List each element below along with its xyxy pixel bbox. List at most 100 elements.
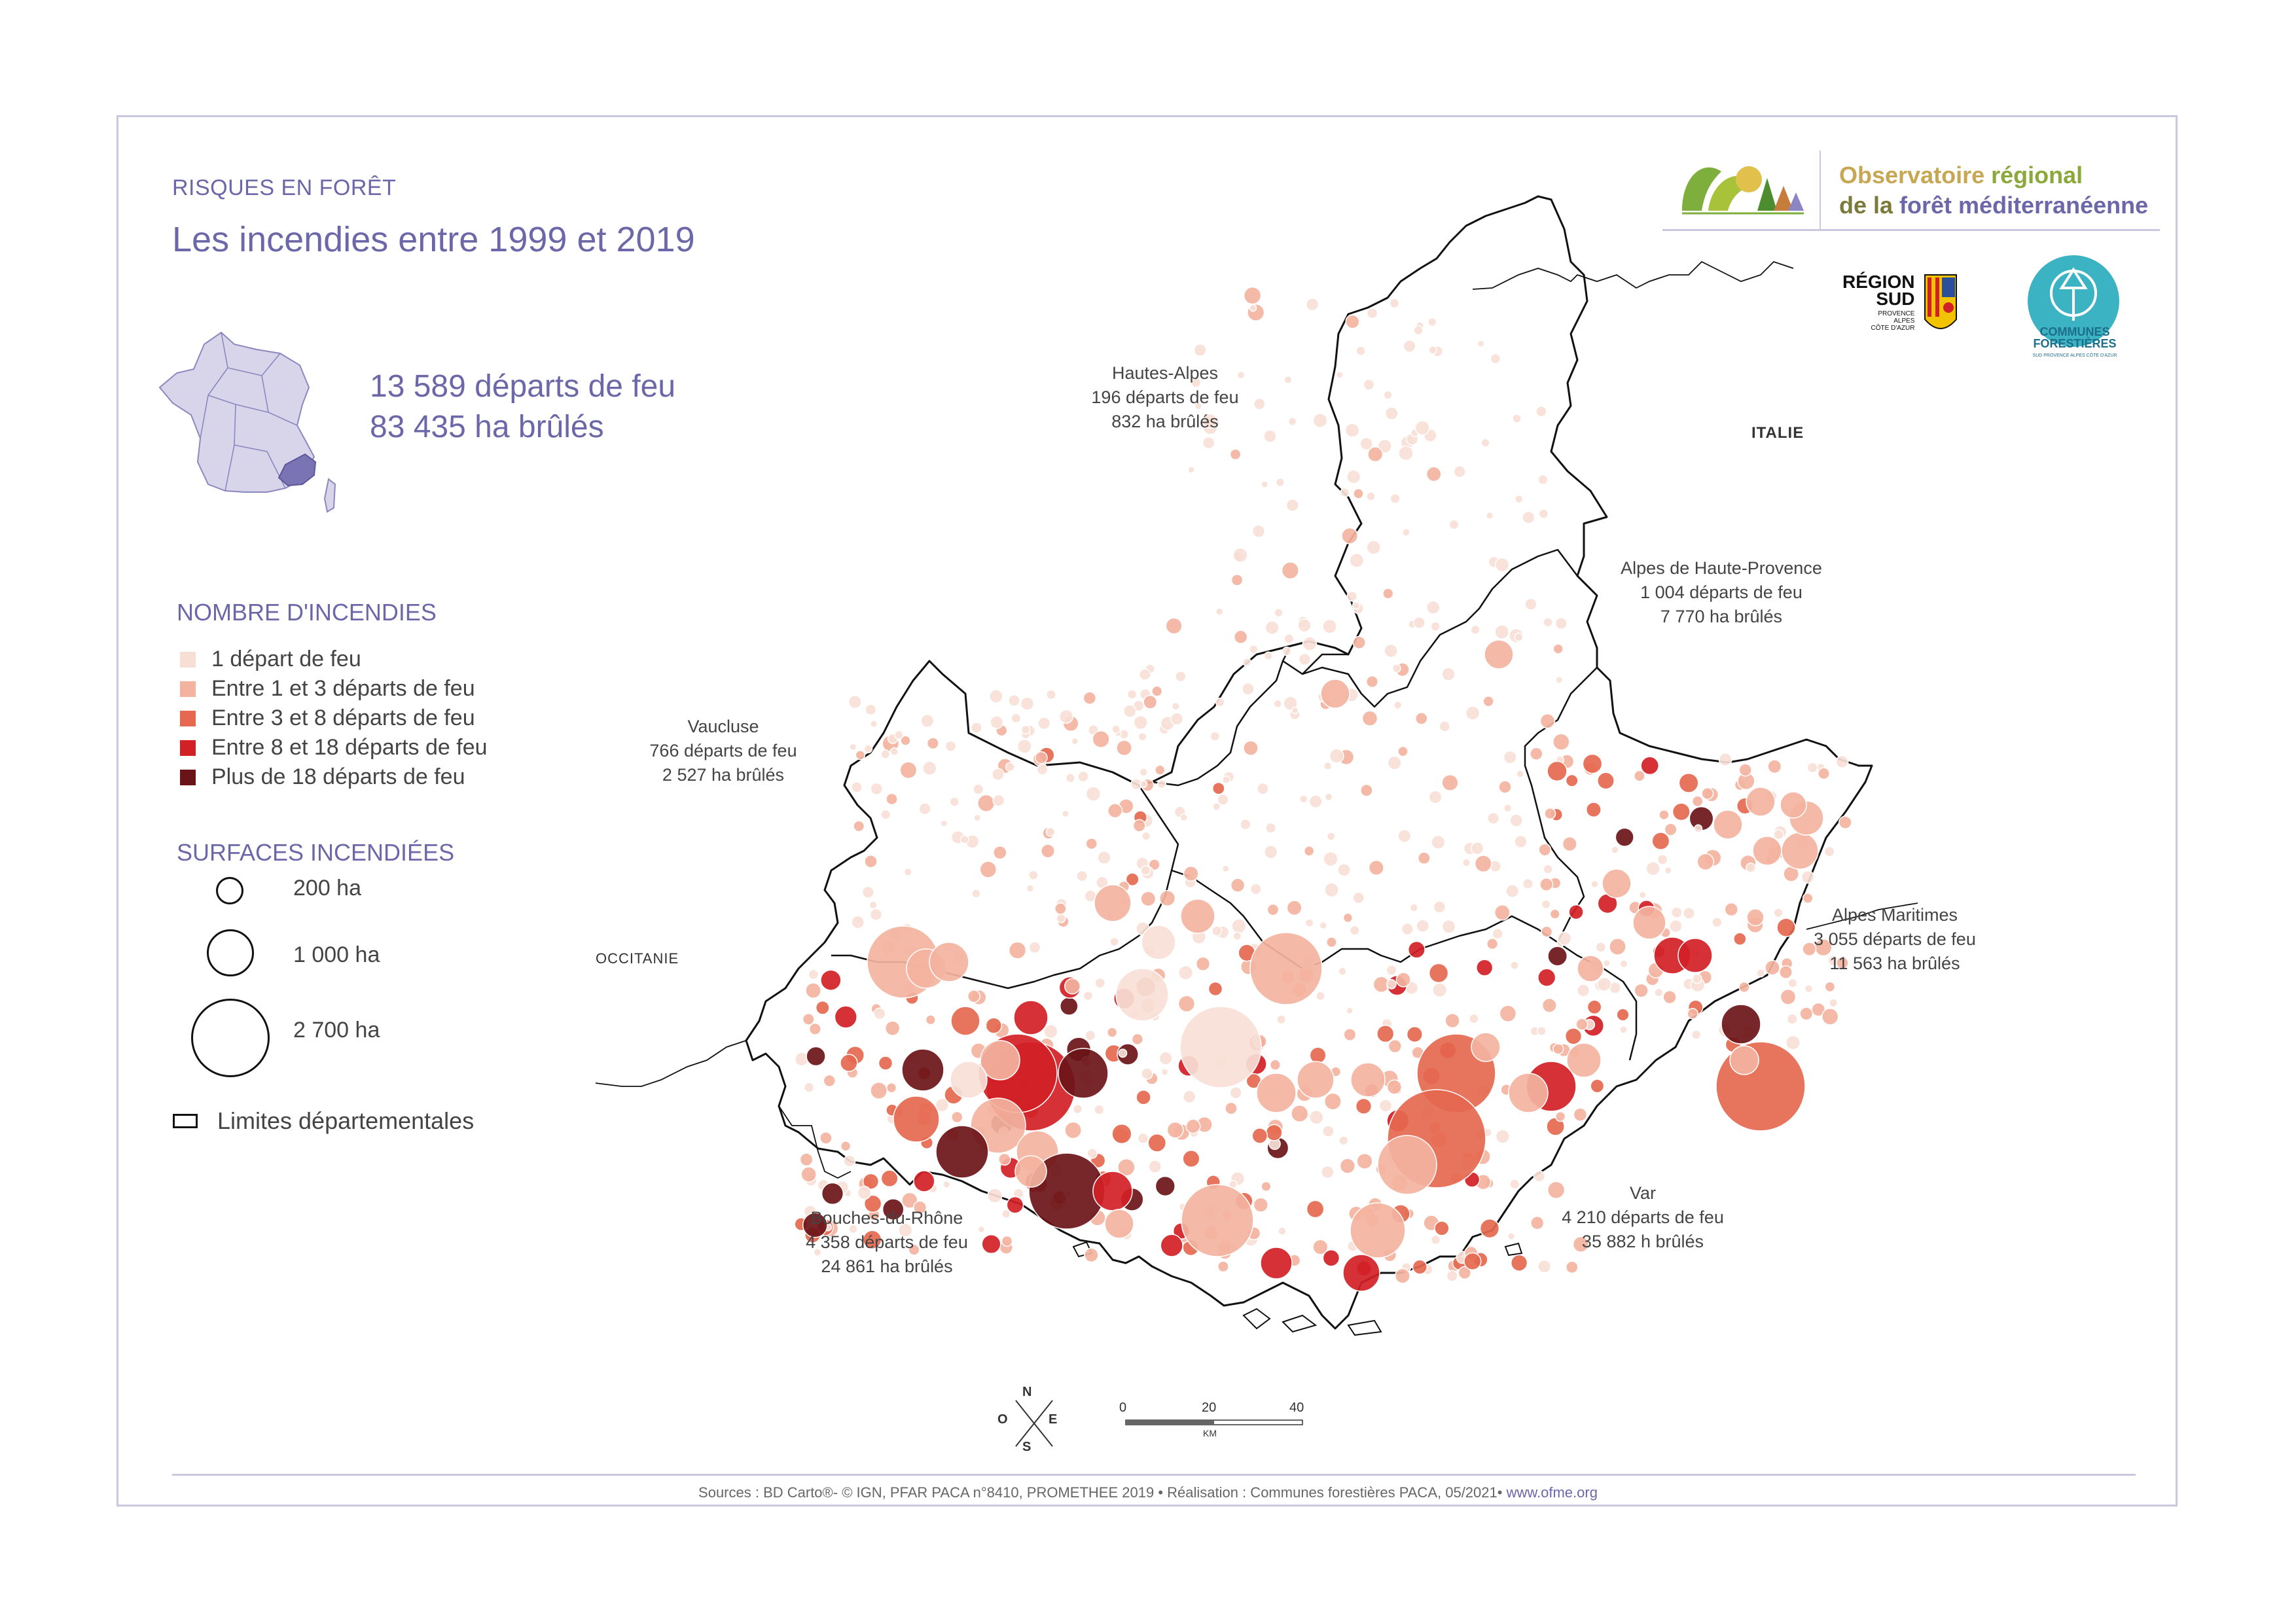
fire-point	[1802, 942, 1817, 957]
ofme-link[interactable]: www.ofme.org	[1506, 1484, 1598, 1501]
scale-tick-0: 0	[1119, 1400, 1127, 1415]
fire-point	[1533, 1170, 1545, 1183]
fire-point	[1338, 1135, 1349, 1146]
fire-point	[1474, 855, 1492, 873]
fire-point	[880, 809, 891, 820]
fire-point	[1638, 891, 1647, 899]
fire-point	[1324, 882, 1339, 898]
fire-point	[893, 1096, 940, 1143]
fire-point	[800, 1166, 817, 1183]
fire-point	[1495, 1129, 1510, 1144]
fire-point	[1085, 837, 1098, 850]
fire-point	[1185, 1118, 1201, 1134]
fire-point	[1544, 808, 1556, 820]
fire-point	[1484, 639, 1514, 669]
fire-point	[1738, 981, 1750, 993]
fire-point	[1395, 972, 1411, 988]
fire-point	[1083, 691, 1097, 705]
fire-point	[1428, 790, 1443, 804]
fire-point	[1291, 1105, 1309, 1123]
fire-point	[1806, 762, 1818, 774]
fire-point	[1345, 314, 1360, 329]
fire-point	[1428, 963, 1449, 984]
fire-point	[815, 1000, 830, 1015]
fire-point	[1575, 1018, 1588, 1031]
fire-point	[1538, 508, 1549, 519]
fire-point	[1691, 795, 1704, 808]
fire-point	[1694, 824, 1703, 833]
observatoire-logo-text: Observatoire régional de la forêt médite…	[1839, 160, 2148, 221]
fire-point	[1072, 1103, 1083, 1115]
fire-point	[1020, 696, 1035, 711]
fire-point	[1212, 802, 1221, 812]
fire-point	[1187, 466, 1195, 474]
fire-point	[1064, 1121, 1082, 1139]
legend-limits-box	[173, 1114, 198, 1128]
fire-point	[1036, 763, 1049, 776]
fire-point	[1619, 959, 1628, 969]
fire-point	[1346, 469, 1361, 484]
fire-point	[1565, 774, 1579, 787]
fire-point	[1092, 730, 1110, 749]
fire-point	[1139, 779, 1148, 789]
fire-point	[1137, 1132, 1149, 1145]
fire-point	[1109, 936, 1119, 947]
fire-point	[901, 1192, 918, 1209]
communes-word: COMMUNES	[2039, 325, 2110, 338]
legend-swatch	[180, 740, 196, 756]
fire-point	[1634, 983, 1649, 998]
france-inset-map	[158, 331, 336, 513]
fire-point	[1304, 918, 1314, 928]
total-hectares: 83 435 ha brûlés	[370, 410, 604, 444]
island	[1282, 1314, 1318, 1333]
tree-icon	[2050, 267, 2097, 321]
fire-point	[1441, 667, 1456, 681]
fire-point	[1479, 1218, 1500, 1239]
region-sub: PROVENCE	[1878, 310, 1915, 317]
fire-point	[1148, 1160, 1162, 1173]
fire-point	[1166, 1121, 1184, 1139]
fire-point	[1001, 1235, 1013, 1247]
fire-point	[1261, 1181, 1272, 1192]
fire-point	[878, 1056, 893, 1071]
fire-point	[1155, 1175, 1175, 1197]
fire-point	[1194, 402, 1202, 410]
fire-point	[1430, 621, 1441, 632]
department-border	[1524, 667, 1598, 943]
fire-point	[806, 1046, 826, 1067]
fire-point	[1077, 770, 1089, 783]
fire-point	[920, 714, 935, 728]
dept-name: Alpes Maritimes	[1831, 905, 1958, 925]
fire-point	[1283, 375, 1293, 384]
fire-point	[1260, 1247, 1293, 1279]
fire-point	[1453, 465, 1466, 478]
fire-point	[1582, 753, 1603, 774]
fire-point	[1107, 803, 1123, 819]
fire-point	[840, 1054, 858, 1072]
fire-point	[925, 1014, 936, 1026]
fire-point	[1386, 1079, 1403, 1095]
fire-point	[1001, 1209, 1011, 1219]
fire-point	[1349, 553, 1365, 568]
legend-count-item: Entre 3 et 8 départs de feu	[180, 705, 475, 731]
fire-point	[1117, 1158, 1136, 1177]
fire-point	[1085, 1029, 1096, 1041]
fire-point	[1229, 1086, 1242, 1099]
fire-point	[1346, 590, 1358, 602]
fire-point	[1476, 959, 1494, 976]
fire-point	[1409, 903, 1418, 912]
fire-point	[857, 1185, 872, 1200]
dept-departs: 1 004 départs de feu	[1640, 582, 1803, 602]
fire-point	[1765, 959, 1780, 976]
fire-point	[1104, 1209, 1134, 1239]
fire-point	[853, 820, 865, 832]
fire-point	[1382, 588, 1394, 599]
fire-point	[1387, 755, 1402, 770]
fire-point	[1171, 702, 1180, 711]
fire-point	[1265, 620, 1280, 635]
fire-point	[1430, 1234, 1441, 1245]
legend-count-label: Entre 3 et 8 départs de feu	[211, 705, 475, 730]
legend-size-label: 1 000 ha	[293, 942, 380, 967]
fire-point	[1215, 607, 1224, 616]
